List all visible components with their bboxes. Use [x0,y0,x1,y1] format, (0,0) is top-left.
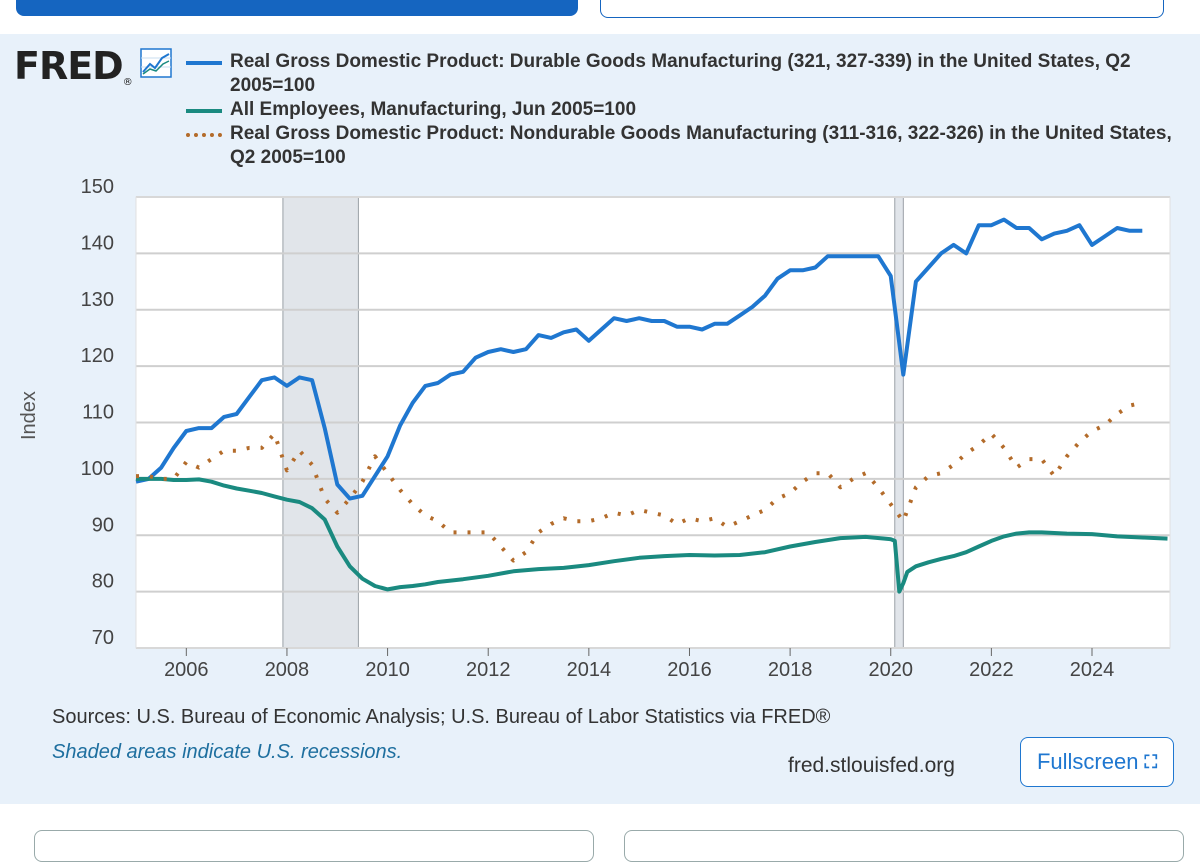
legend-label-nondurable: Real Gross Domestic Product: Nondurable … [230,123,1172,168]
x-tick-label-2010: 2010 [365,659,410,681]
fullscreen-label: Fullscreen [1036,749,1139,774]
legend-swatch-nondurable [186,133,222,137]
recession-note: Shaded areas indicate U.S. recessions. [52,741,403,763]
line-chart: 70 80 90 100 110 120 130 140 150 2006 2008 2010 201… [81,176,1171,681]
fullscreen-button[interactable]: Fullscreen ⛶ [1020,737,1174,787]
y-tick-label-130: 130 [81,289,114,311]
chart-line-icon [140,48,172,78]
sources-text: Sources: U.S. Bureau of Economic Analysi… [52,706,831,728]
logo-registered-mark: ® [122,77,133,88]
x-tick-label-2020: 2020 [868,659,913,681]
y-tick-label-120: 120 [81,345,114,367]
chart-legend: Real Gross Domestic Product: Durable Goo… [186,50,1176,170]
x-axis-ticks: 2006 2008 2010 2012 2014 2016 2018 2020 2022 2024 [164,648,1114,681]
x-tick-label-2024: 2024 [1070,659,1115,681]
legend-swatch-employees [186,109,222,113]
y-tick-label-140: 140 [81,232,114,254]
x-tick-label-2022: 2022 [969,659,1014,681]
x-tick-label-2008: 2008 [265,659,310,681]
legend-item-durable-gdp: Real Gross Domestic Product: Durable Goo… [186,50,1176,98]
series-line-0 [135,217,1143,501]
y-tick-label-90: 90 [92,514,114,536]
x-tick-label-2016: 2016 [667,659,712,681]
x-tick-label-2018: 2018 [768,659,813,681]
legend-label-durable: Real Gross Domestic Product: Durable Goo… [230,51,1131,96]
legend-item-nondurable-gdp: Real Gross Domestic Product: Nondurable … [186,122,1176,170]
bottom-card-right[interactable] [624,830,1184,862]
chart-series [135,217,1168,594]
legend-item-employees: All Employees, Manufacturing, Jun 2005=1… [186,98,1176,122]
plot-area [135,196,1171,649]
x-tick-label-2012: 2012 [466,659,511,681]
logo-text: FRED [14,44,124,88]
series-line-1 [136,476,1168,594]
top-left-button[interactable] [16,0,578,16]
fred-logo: FRED® [14,44,133,88]
y-axis-ticks: 70 80 90 100 110 120 130 140 150 [81,176,114,649]
y-tick-label-70: 70 [92,627,114,649]
top-right-button[interactable] [600,0,1164,18]
y-tick-label-150: 150 [81,176,114,198]
legend-swatch-durable [186,61,222,65]
legend-label-employees: All Employees, Manufacturing, Jun 2005=1… [230,99,637,120]
site-url: fred.stlouisfed.org [788,754,955,777]
x-tick-label-2014: 2014 [567,659,612,681]
y-tick-label-110: 110 [82,402,114,424]
bottom-card-left[interactable] [34,830,594,862]
y-tick-label-100: 100 [81,458,114,480]
y-tick-label-80: 80 [92,571,114,593]
expand-icon: ⛶ [1144,751,1158,772]
x-tick-label-2006: 2006 [164,659,209,681]
